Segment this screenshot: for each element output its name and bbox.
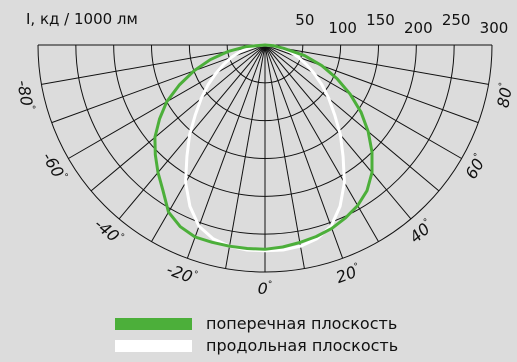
angle-label-text: -80° <box>13 79 37 112</box>
grid-spoke <box>264 44 344 259</box>
angle-label: -40° <box>91 214 127 248</box>
grid-spoke <box>186 44 266 259</box>
grid-spoke <box>151 44 266 242</box>
grid-spoke <box>118 44 266 220</box>
angle-label: -20° <box>164 260 199 288</box>
grid-spoke <box>264 44 305 269</box>
angle-label: 40° <box>406 216 437 247</box>
polar-grid <box>37 44 493 273</box>
angle-label-text: 40° <box>406 216 437 247</box>
legend-swatch <box>115 318 192 330</box>
angle-label-text: -40° <box>91 214 127 248</box>
angle-label-text: 80° <box>493 81 516 109</box>
unit-label: I, кд / 1000 лм <box>26 10 138 28</box>
radial-tick-label: 50 <box>295 11 314 29</box>
angle-label: -60° <box>38 149 70 185</box>
grid-spoke <box>264 44 440 192</box>
grid-spoke <box>264 44 412 220</box>
legend-label: поперечная плоскость <box>206 314 397 333</box>
grid-spoke <box>225 44 266 269</box>
radial-tick-label: 150 <box>366 11 395 29</box>
angle-label: 60° <box>461 151 490 182</box>
series-curves <box>153 43 374 253</box>
angle-label: 0° <box>258 279 273 298</box>
grid-spoke <box>264 44 489 85</box>
radial-tick-label: 300 <box>480 19 509 37</box>
radial-tick-label: 100 <box>328 19 357 37</box>
angle-label: 80° <box>493 81 516 109</box>
grid-spoke <box>264 44 379 242</box>
radial-tick-label: 250 <box>442 11 471 29</box>
angle-label-text: -60° <box>38 149 70 185</box>
legend-label: продольная плоскость <box>206 336 398 355</box>
angle-label: -80° <box>13 79 37 112</box>
radial-tick-label: 200 <box>404 19 433 37</box>
series-curve <box>184 43 346 253</box>
angle-label-text: 60° <box>461 151 490 182</box>
grid-spoke <box>264 44 462 159</box>
angle-label-text: 0° <box>258 279 273 298</box>
legend: поперечная плоскость продольная плоскость <box>115 314 398 355</box>
angle-label-text: 20° <box>333 261 363 287</box>
angle-label-text: -20° <box>164 260 199 288</box>
angle-label: 20° <box>333 261 363 287</box>
grid-spoke <box>90 44 266 192</box>
legend-swatch <box>115 340 192 352</box>
series-curve <box>153 43 374 251</box>
